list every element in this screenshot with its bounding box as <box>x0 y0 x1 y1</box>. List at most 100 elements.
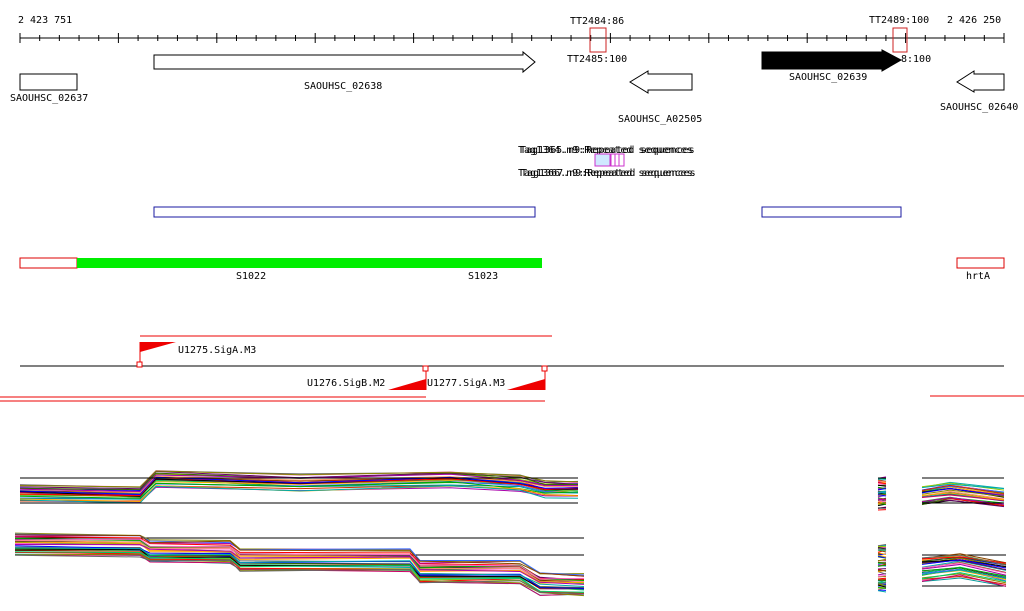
terminator-tt2489[interactable] <box>892 27 908 53</box>
expression-profile-line <box>877 501 887 505</box>
expression-profile-line <box>877 564 887 567</box>
gene-saouhsc-02637[interactable] <box>19 73 78 91</box>
repeat-label-1a: Tag1364.n9:Repeated sequences <box>518 145 693 156</box>
expression-profile-line <box>921 567 1007 577</box>
repeat-box-1[interactable] <box>594 153 612 167</box>
expression-profile-line <box>877 490 887 493</box>
expression-profile-line <box>921 559 1007 569</box>
expression-profile-line <box>921 483 1005 490</box>
region-track <box>153 206 902 218</box>
terminator-track: TT2484:86 TT2485:100 TT2489:100 8:100 <box>567 15 931 65</box>
expression-profile-line <box>921 484 1005 495</box>
promoter-track: U1275.SigA.M3 U1276.SigB.M2 U1277.SigA.M… <box>0 335 1024 402</box>
terminator-overlap-label: 8:100 <box>901 54 931 65</box>
expression-profile-line <box>921 560 1007 571</box>
gene-saouhsc-02637-label: SAOUHSC_02637 <box>10 93 88 104</box>
expression-profile-line <box>921 482 1005 491</box>
expression-profile-line <box>877 579 887 582</box>
segment-s1023-label: S1023 <box>468 271 498 282</box>
expression-profile-line <box>19 473 579 493</box>
expression-profile-line <box>921 577 1007 587</box>
ruler-end-label: 2 426 250 <box>947 15 1001 26</box>
expression-profile-line <box>19 470 579 490</box>
expression-profile-line <box>921 563 1007 576</box>
expression-profile-line <box>14 551 585 593</box>
expression-profile-line <box>877 577 887 580</box>
expression-profile-line <box>877 571 887 575</box>
expression-profile-line <box>877 482 887 485</box>
segment-hrta[interactable] <box>956 257 1005 269</box>
expression-profile-line <box>19 476 579 495</box>
expression-profile-line <box>14 547 585 587</box>
segment-left[interactable] <box>19 257 78 269</box>
expression-profile-line <box>921 487 1005 497</box>
expression-profile-line <box>877 583 887 587</box>
terminator-tt2485-label: TT2485:100 <box>567 54 627 65</box>
promoter-u1276-label: U1276.SigB.M2 <box>307 378 385 389</box>
expression-profile-line <box>877 488 887 491</box>
expression-profiles-bottom <box>14 532 1007 597</box>
expression-profile-line <box>877 480 887 483</box>
coordinate-ruler: 2 423 751 2 426 250 <box>18 15 1005 43</box>
region-box-2[interactable] <box>761 206 902 218</box>
promoter-u1276[interactable] <box>388 379 426 390</box>
expression-profile-line <box>921 554 1007 566</box>
repeat-label-2a: Tag1366.n9:Repeated sequences <box>518 168 693 179</box>
gene-saouhsc-02639[interactable] <box>761 49 903 72</box>
expression-profile-line <box>19 482 579 500</box>
gene-saouhsc-a02505-label: SAOUHSC_A02505 <box>618 114 702 125</box>
gene-saouhsc-02638-label: SAOUHSC_02638 <box>304 81 382 92</box>
expression-profile-line <box>921 499 1005 508</box>
terminator-tt2489-label: TT2489:100 <box>869 15 929 26</box>
gene-saouhsc-02638[interactable] <box>153 50 536 74</box>
promoter-u1275-label: U1275.SigA.M3 <box>178 345 256 356</box>
terminator-tt2484-label: TT2484:86 <box>570 16 624 27</box>
expression-profile-line <box>14 533 585 576</box>
expression-profile-line <box>19 477 579 497</box>
repeat-box-2[interactable] <box>609 153 625 167</box>
expression-profile-line <box>19 470 579 488</box>
ruler-ticks <box>19 33 1005 43</box>
repeat-label-1b: Tag1365.n9:Repeated sequences <box>520 145 695 156</box>
expression-profile-line <box>877 543 887 547</box>
expression-profile-line <box>19 485 579 504</box>
expression-profile-line <box>877 555 887 559</box>
expression-profile-line <box>877 558 887 562</box>
gene-saouhsc-02640[interactable] <box>956 70 1005 93</box>
expression-profile-line <box>877 494 887 497</box>
expression-profile-line <box>877 581 887 584</box>
expression-profile-line <box>921 497 1005 505</box>
expression-profile-line <box>921 568 1007 582</box>
expression-profile-line <box>877 590 887 593</box>
gene-track: SAOUHSC_02637 SAOUHSC_02638 SAOUHSC_A025… <box>10 49 1018 125</box>
expression-profile-line <box>877 484 887 487</box>
promoter-u1275[interactable] <box>140 342 176 352</box>
expression-profile-line <box>14 554 585 595</box>
expression-profile-line <box>921 492 1005 501</box>
segment-hrta-label: hrtA <box>966 271 990 282</box>
expression-profile-line <box>921 494 1005 502</box>
segment-s1022-s1023[interactable] <box>77 258 542 268</box>
region-box-1[interactable] <box>153 206 536 218</box>
expression-profile-line <box>877 584 887 588</box>
expression-profile-line <box>19 481 579 499</box>
promoter-u1277[interactable] <box>507 379 545 390</box>
expression-profile-line <box>14 544 585 585</box>
terminator-tt2484[interactable] <box>589 27 607 53</box>
expression-profile-line <box>921 572 1007 582</box>
gene-saouhsc-02639-label: SAOUHSC_02639 <box>789 72 867 83</box>
expression-profile-line <box>921 560 1007 571</box>
gene-saouhsc-a02505[interactable] <box>629 70 693 94</box>
segment-track: S1022 S1023 hrtA <box>19 257 1005 282</box>
expression-profile-line <box>877 552 887 555</box>
expression-profile-line <box>877 587 887 589</box>
expression-profile-line <box>877 500 887 503</box>
expression-profile-line <box>921 569 1007 579</box>
expression-profile-line <box>877 547 887 551</box>
expression-profile-line <box>877 486 887 490</box>
expression-profile-line <box>921 576 1007 585</box>
expression-profile-line <box>14 534 585 577</box>
expression-profile-line <box>921 574 1007 587</box>
